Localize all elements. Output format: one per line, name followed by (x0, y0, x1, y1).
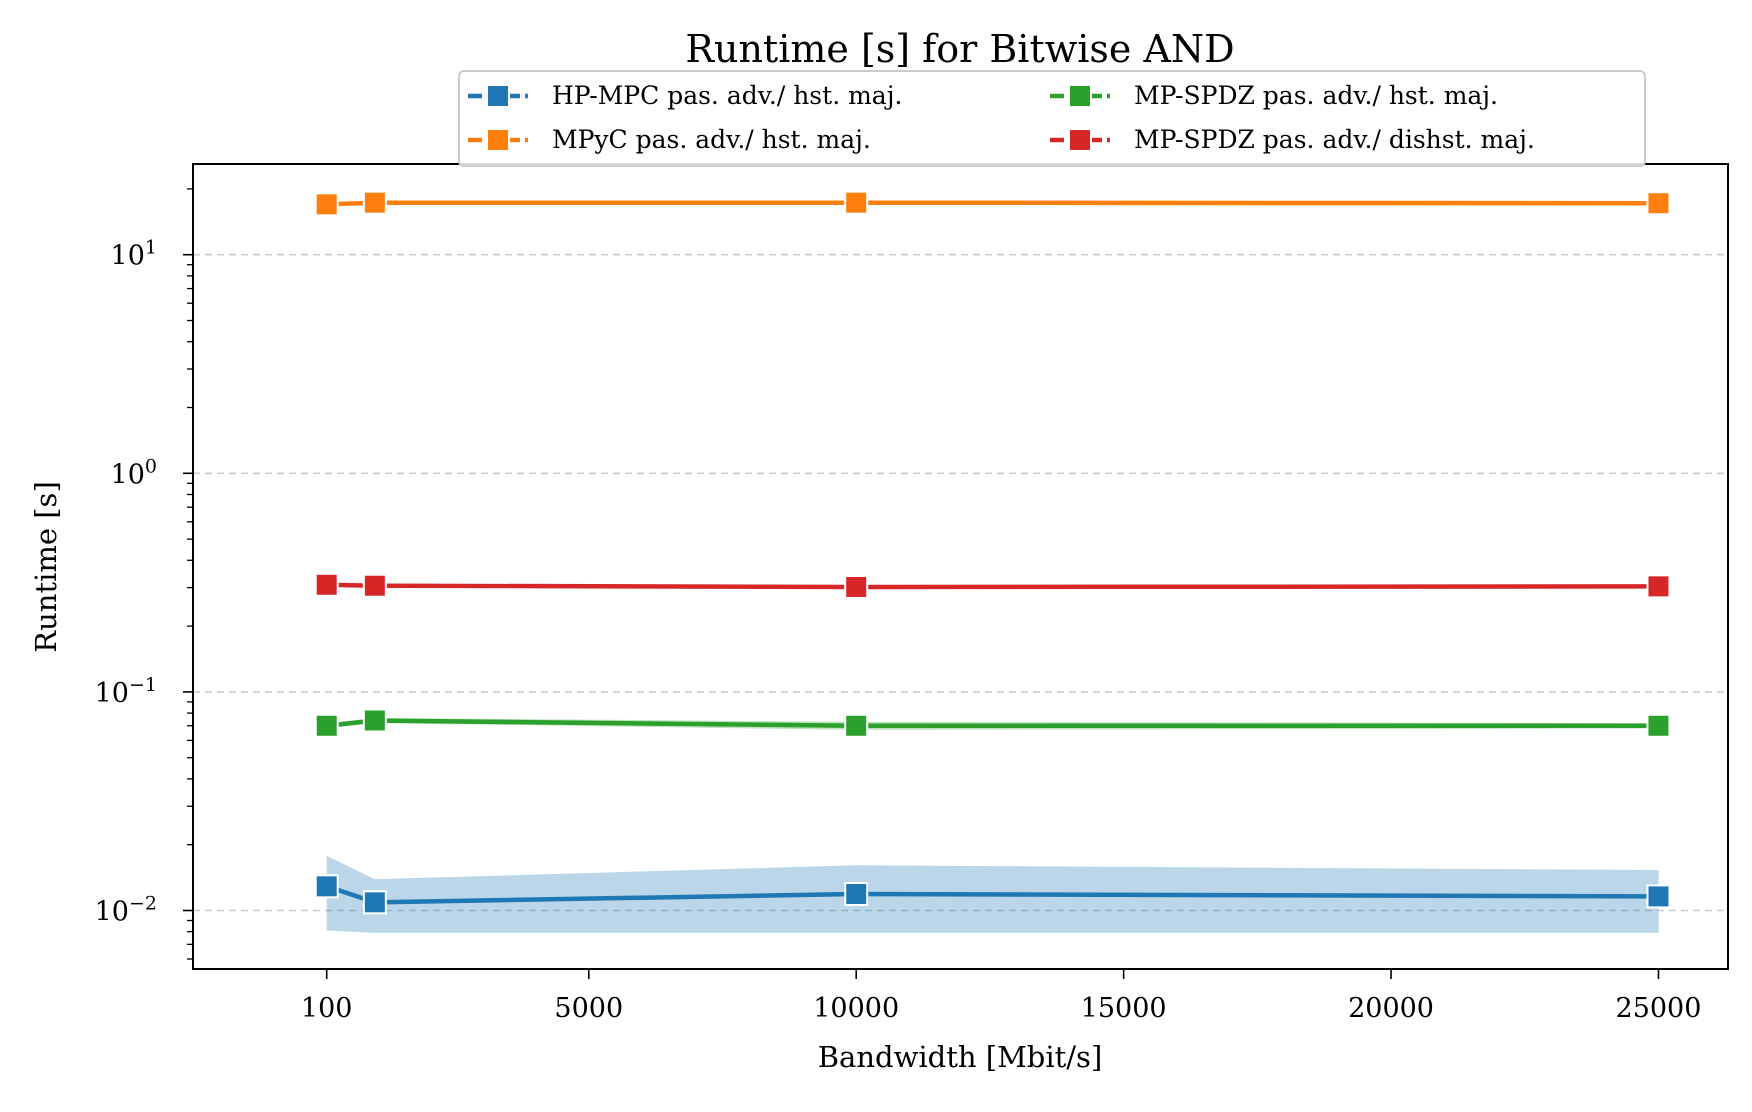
data-point (844, 574, 869, 599)
y-tick-exponent: 0 (145, 455, 157, 477)
chart-title: Runtime [s] for Bitwise AND (685, 27, 1234, 71)
legend-label: MP-SPDZ pas. adv./ hst. maj. (1134, 81, 1498, 110)
x-tick-label: 25000 (1616, 993, 1702, 1024)
x-tick-label: 100 (301, 993, 353, 1024)
data-point (314, 572, 339, 597)
legend-marker (1068, 84, 1092, 108)
confidence-bands (326, 201, 1659, 933)
legend-label: MPyC pas. adv./ hst. maj. (552, 125, 871, 154)
series-line (326, 582, 1659, 590)
data-point (1646, 713, 1671, 738)
y-axis-label: Runtime [s] (29, 481, 63, 653)
legend-marker (486, 84, 510, 108)
legend-marker (486, 128, 510, 152)
plot-frame (192, 163, 1729, 970)
data-point (844, 190, 869, 215)
data-point (362, 573, 387, 598)
y-tick-label: 100 (111, 455, 157, 490)
y-tick-exponent: −1 (129, 674, 157, 696)
y-tick-exponent: −2 (129, 893, 157, 915)
y-tick-base: 10 (111, 241, 145, 272)
x-tick-label: 20000 (1348, 993, 1434, 1024)
data-point (1646, 191, 1671, 216)
legend-label: HP-MPC pas. adv./ hst. maj. (552, 81, 902, 110)
data-point (1646, 884, 1671, 909)
legend-box (458, 70, 1646, 167)
y-tick-label: 10−1 (95, 674, 157, 709)
x-tick-label: 5000 (554, 993, 623, 1024)
y-tick-base: 10 (95, 897, 129, 928)
y-tick-base: 10 (111, 459, 145, 490)
data-point (362, 190, 387, 215)
x-axis-label: Bandwidth [Mbit/s] (818, 1040, 1103, 1074)
x-tick-label: 10000 (813, 993, 899, 1024)
data-point (314, 713, 339, 738)
series-line (326, 718, 1659, 729)
series-line (326, 200, 1659, 207)
y-tick-base: 10 (95, 678, 129, 709)
data-point (362, 890, 387, 915)
x-tick-label: 15000 (1081, 993, 1167, 1024)
series-line (325, 884, 1659, 905)
data-point (844, 881, 869, 906)
y-tick-label: 101 (111, 237, 157, 272)
data-point (314, 192, 339, 217)
legend: HP-MPC pas. adv./ hst. maj. MPyC pas. adv… (458, 70, 1646, 167)
data-point (314, 874, 339, 899)
data-point (362, 708, 387, 733)
y-tick-label: 10−2 (95, 893, 157, 928)
data-point (844, 713, 869, 738)
series-lines (325, 200, 1659, 905)
legend-marker (1068, 128, 1092, 152)
data-point (1646, 574, 1671, 599)
legend-label: MP-SPDZ pas. adv./ dishst. maj. (1134, 125, 1535, 154)
y-tick-exponent: 1 (145, 237, 157, 259)
series-markers (314, 190, 1671, 915)
grid-lines (193, 253, 1728, 912)
